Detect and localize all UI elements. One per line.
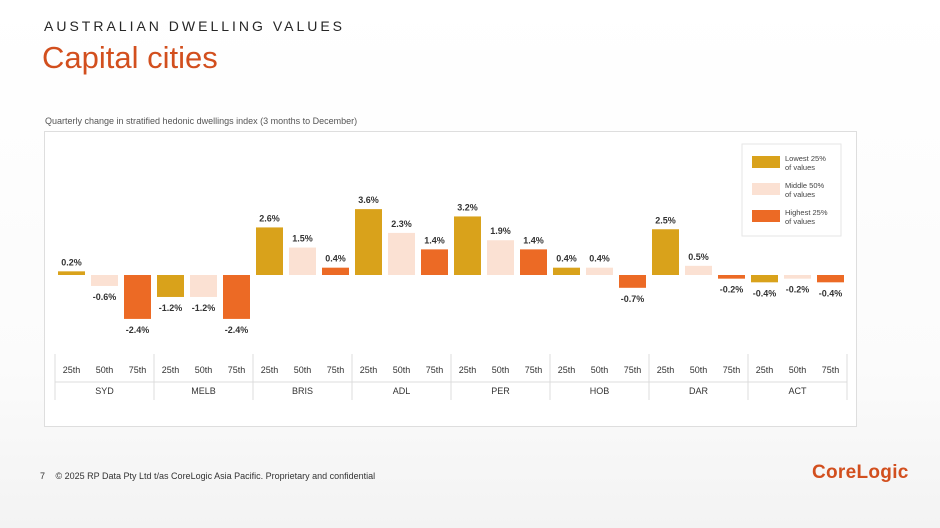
bar-bris-25th (256, 227, 283, 275)
bar-melb-75th (223, 275, 250, 319)
tick-label: 25th (558, 365, 576, 375)
tick-label: 50th (591, 365, 609, 375)
legend-label: of values (785, 217, 815, 226)
bar-syd-50th (91, 275, 118, 286)
data-label-dar-75th: -0.2% (720, 285, 744, 295)
group-label-per: PER (491, 386, 510, 396)
group-label-syd: SYD (95, 386, 114, 396)
bar-bris-50th (289, 247, 316, 275)
bar-act-50th (784, 275, 811, 279)
data-label-bris-25th: 2.6% (259, 213, 280, 223)
bar-dar-75th (718, 275, 745, 279)
bar-chart: 0.2% 25th -0.6% 50th -2.4% 75th SYD -1.2% 25th -1… (54, 143, 848, 400)
page-number: 7 (40, 471, 46, 481)
data-label-hob-50th: 0.4% (589, 254, 610, 264)
bar-syd-75th (124, 275, 151, 319)
tick-label: 25th (360, 365, 378, 375)
data-label-per-75th: 1.4% (523, 235, 544, 245)
legend-swatch (752, 156, 780, 168)
bar-adl-50th (388, 232, 415, 275)
data-label-melb-25th: -1.2% (159, 303, 183, 313)
tick-label: 25th (459, 365, 477, 375)
data-label-syd-75th: -2.4% (126, 325, 150, 335)
group-label-hob: HOB (590, 386, 610, 396)
data-label-act-50th: -0.2% (786, 285, 810, 295)
group-label-adl: ADL (393, 386, 411, 396)
legend-label: of values (785, 190, 815, 199)
data-label-bris-50th: 1.5% (292, 234, 313, 244)
bar-per-50th (487, 240, 514, 275)
data-label-adl-25th: 3.6% (358, 195, 379, 205)
bar-melb-25th (157, 275, 184, 297)
bar-adl-75th (421, 249, 448, 275)
bar-act-25th (751, 275, 778, 283)
bar-dar-25th (652, 229, 679, 275)
data-label-melb-75th: -2.4% (225, 325, 249, 335)
tick-label: 75th (525, 365, 543, 375)
tick-label: 75th (129, 365, 147, 375)
group-label-dar: DAR (689, 386, 709, 396)
tick-label: 50th (492, 365, 510, 375)
bar-hob-50th (586, 267, 613, 275)
tick-label: 50th (294, 365, 312, 375)
bar-bris-75th (322, 267, 349, 275)
data-label-syd-50th: -0.6% (93, 292, 117, 302)
data-label-hob-75th: -0.7% (621, 294, 645, 304)
footer: 7 © 2025 RP Data Pty Ltd t/as CoreLogic … (40, 471, 375, 481)
tick-label: 50th (393, 365, 411, 375)
bar-act-75th (817, 275, 844, 283)
tick-label: 50th (195, 365, 213, 375)
legend-label: Lowest 25% (785, 154, 826, 163)
group-label-act: ACT (789, 386, 808, 396)
bar-adl-25th (355, 209, 382, 275)
tick-label: 25th (756, 365, 774, 375)
bar-hob-25th (553, 267, 580, 275)
tick-label: 50th (96, 365, 114, 375)
tick-label: 50th (789, 365, 807, 375)
data-label-per-25th: 3.2% (457, 202, 478, 212)
bar-melb-50th (190, 275, 217, 297)
legend-label: Middle 50% (785, 181, 825, 190)
copyright-text: © 2025 RP Data Pty Ltd t/as CoreLogic As… (55, 471, 376, 481)
data-label-dar-50th: 0.5% (688, 252, 709, 262)
legend-swatch (752, 210, 780, 222)
tick-label: 75th (228, 365, 246, 375)
data-label-act-75th: -0.4% (819, 288, 843, 298)
legend-label: Highest 25% (785, 208, 828, 217)
slide-kicker: AUSTRALIAN DWELLING VALUES (44, 18, 346, 34)
data-label-bris-75th: 0.4% (325, 254, 346, 264)
tick-label: 25th (63, 365, 81, 375)
tick-label: 25th (261, 365, 279, 375)
legend-label: of values (785, 163, 815, 172)
data-label-hob-25th: 0.4% (556, 254, 577, 264)
tick-label: 25th (657, 365, 675, 375)
group-label-bris: BRIS (292, 386, 313, 396)
data-label-adl-50th: 2.3% (391, 219, 412, 229)
data-label-dar-25th: 2.5% (655, 215, 676, 225)
tick-label: 75th (426, 365, 444, 375)
bar-per-25th (454, 216, 481, 275)
bar-syd-25th (58, 271, 85, 275)
tick-label: 75th (624, 365, 642, 375)
data-label-per-50th: 1.9% (490, 226, 511, 236)
tick-label: 75th (327, 365, 345, 375)
bar-per-75th (520, 249, 547, 275)
tick-label: 50th (690, 365, 708, 375)
tick-label: 75th (723, 365, 741, 375)
chart-panel: 0.2% 25th -0.6% 50th -2.4% 75th SYD -1.2% 25th -1… (44, 131, 857, 427)
legend-swatch (752, 183, 780, 195)
bar-dar-50th (685, 265, 712, 275)
data-label-melb-50th: -1.2% (192, 303, 216, 313)
tick-label: 75th (822, 365, 840, 375)
group-label-melb: MELB (191, 386, 216, 396)
bar-hob-75th (619, 275, 646, 288)
corelogic-logo: CoreLogic (812, 462, 909, 483)
data-label-act-25th: -0.4% (753, 288, 777, 298)
data-label-syd-25th: 0.2% (61, 257, 82, 267)
slide-title: Capital cities (42, 40, 218, 75)
chart-subtitle: Quarterly change in stratified hedonic d… (45, 116, 358, 126)
tick-label: 25th (162, 365, 180, 375)
data-label-adl-75th: 1.4% (424, 235, 445, 245)
